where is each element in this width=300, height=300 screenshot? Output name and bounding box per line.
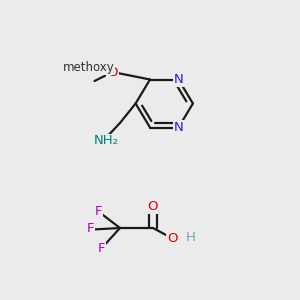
Text: F: F <box>87 222 94 236</box>
Text: H: H <box>186 231 195 244</box>
Text: O: O <box>167 232 178 245</box>
Text: N: N <box>174 121 183 134</box>
Text: F: F <box>98 242 105 255</box>
Text: methoxy: methoxy <box>63 61 114 74</box>
Text: NH₂: NH₂ <box>93 134 118 148</box>
Text: F: F <box>95 205 102 218</box>
Text: N: N <box>174 73 183 86</box>
Text: O: O <box>107 65 118 79</box>
Text: O: O <box>148 200 158 214</box>
